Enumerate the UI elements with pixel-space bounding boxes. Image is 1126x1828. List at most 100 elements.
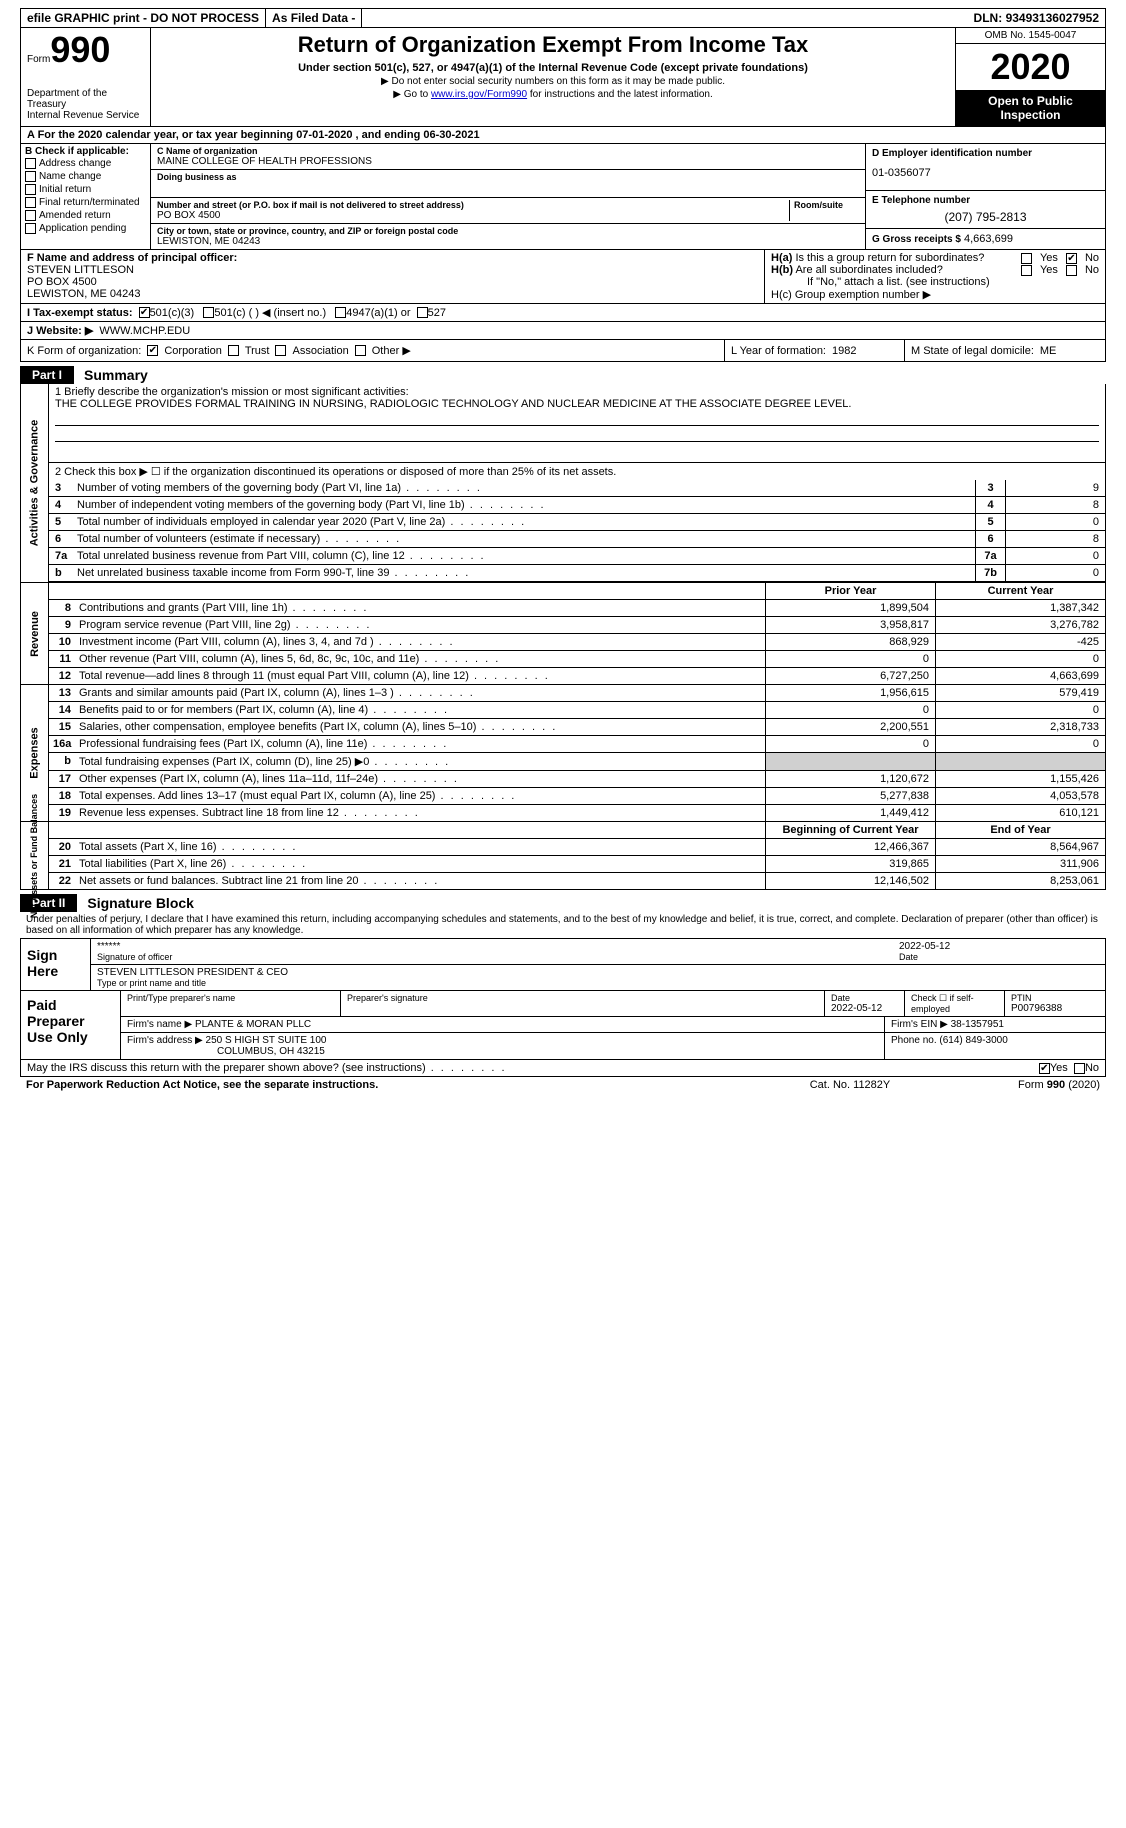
- irs-link[interactable]: www.irs.gov/Form990: [431, 89, 527, 100]
- row-a-period: A For the 2020 calendar year, or tax yea…: [20, 127, 1106, 144]
- street-label: Number and street (or P.O. box if mail i…: [157, 200, 789, 210]
- form-header: Form990 Department of the Treasury Inter…: [20, 28, 1106, 127]
- firm-name: PLANTE & MORAN PLLC: [195, 1019, 311, 1030]
- efile-label: efile GRAPHIC print - DO NOT PROCESS: [21, 9, 266, 27]
- chk-initial-return[interactable]: [25, 184, 36, 195]
- cat-no: Cat. No. 11282Y: [750, 1079, 950, 1091]
- gross-value: 4,663,699: [964, 233, 1013, 245]
- phone-value: (207) 795-2813: [872, 206, 1099, 224]
- dln-value: 93493136027952: [1006, 11, 1099, 25]
- ein-value: 01-0356077: [872, 159, 1099, 179]
- form-org-label: K Form of organization:: [27, 345, 141, 357]
- chk-final-return[interactable]: [25, 197, 36, 208]
- tax-status-label: I Tax-exempt status:: [27, 307, 133, 319]
- public-inspection: Open to Public Inspection: [956, 90, 1105, 126]
- firm-addr2: COLUMBUS, OH 43215: [127, 1046, 325, 1057]
- begin-year-hdr: Beginning of Current Year: [765, 822, 935, 838]
- chk-assoc[interactable]: [275, 345, 286, 356]
- mission-label: 1 Briefly describe the organization's mi…: [55, 386, 1099, 398]
- ha-yes[interactable]: [1021, 253, 1032, 264]
- part1-title: Summary: [74, 367, 148, 383]
- print-name-label: Print/Type preparer's name: [127, 993, 334, 1003]
- city-label: City or town, state or province, country…: [157, 226, 859, 236]
- hb-yes[interactable]: [1021, 265, 1032, 276]
- domicile: ME: [1040, 345, 1057, 357]
- top-bar: efile GRAPHIC print - DO NOT PROCESS As …: [20, 8, 1106, 28]
- website-value: WWW.MCHP.EDU: [99, 325, 190, 337]
- col-b-header: B Check if applicable:: [25, 146, 146, 157]
- form-footer: Form 990 (2020): [950, 1079, 1100, 1091]
- firm-addr-label: Firm's address ▶: [127, 1035, 203, 1046]
- paperwork-notice: For Paperwork Reduction Act Notice, see …: [26, 1079, 750, 1091]
- ha-no[interactable]: [1066, 253, 1077, 264]
- officer-addr2: LEWISTON, ME 04243: [27, 288, 758, 300]
- sig-name-title: STEVEN LITTLESON PRESIDENT & CEO: [97, 967, 1099, 978]
- form-label: Form: [27, 54, 50, 65]
- curr-year-hdr: Current Year: [935, 583, 1105, 599]
- prep-sig-label: Preparer's signature: [347, 993, 818, 1003]
- omb-number: OMB No. 1545-0047: [956, 28, 1105, 44]
- ptin-label: PTIN: [1011, 993, 1099, 1003]
- form-title: Return of Organization Exempt From Incom…: [159, 32, 947, 58]
- firm-addr1: 250 S HIGH ST SUITE 100: [206, 1035, 327, 1046]
- firm-ein: 38-1357951: [951, 1019, 1004, 1030]
- tax-year: 2020: [956, 44, 1105, 90]
- asfiled-label: As Filed Data -: [266, 9, 362, 27]
- perjury-text: Under penalties of perjury, I declare th…: [20, 912, 1106, 938]
- chk-address-change[interactable]: [25, 158, 36, 169]
- officer-name: STEVEN LITTLESON: [27, 264, 758, 276]
- dba-label: Doing business as: [157, 172, 859, 182]
- chk-name-change[interactable]: [25, 171, 36, 182]
- form-note-1: ▶ Do not enter social security numbers o…: [159, 76, 947, 87]
- gross-label: G Gross receipts $: [872, 234, 961, 245]
- website-label: J Website: ▶: [27, 324, 93, 337]
- part2-title: Signature Block: [77, 895, 194, 911]
- form-note-2: ▶ Go to www.irs.gov/Form990 for instruct…: [159, 89, 947, 100]
- sig-date: 2022-05-12: [899, 941, 1099, 952]
- phone-label: E Telephone number: [872, 195, 1099, 206]
- city-value: LEWISTON, ME 04243: [157, 236, 859, 247]
- officer-addr1: PO BOX 4500: [27, 276, 758, 288]
- street-value: PO BOX 4500: [157, 210, 789, 221]
- chk-501c3[interactable]: [139, 307, 150, 318]
- prep-date-label: Date: [831, 993, 898, 1003]
- chk-trust[interactable]: [228, 345, 239, 356]
- firm-ein-label: Firm's EIN ▶: [891, 1019, 948, 1030]
- discuss-no[interactable]: [1074, 1063, 1085, 1074]
- year-formation: 1982: [832, 345, 856, 357]
- domicile-label: M State of legal domicile:: [911, 345, 1034, 357]
- expenses-section-label: Expenses: [29, 727, 41, 778]
- hb-no[interactable]: [1066, 265, 1077, 276]
- form-number: 990: [50, 29, 110, 70]
- sig-stars: ******: [97, 941, 899, 952]
- chk-other[interactable]: [355, 345, 366, 356]
- org-name: MAINE COLLEGE OF HEALTH PROFESSIONS: [157, 156, 859, 167]
- prep-date: 2022-05-12: [831, 1003, 898, 1014]
- ptin-value: P00796388: [1011, 1003, 1099, 1014]
- paid-preparer-label: Paid Preparer Use Only: [21, 991, 121, 1059]
- hb-ifno: If "No," attach a list. (see instruction…: [771, 276, 1099, 288]
- gov-section-label: Activities & Governance: [29, 420, 41, 547]
- chk-pending[interactable]: [25, 223, 36, 234]
- year-formation-label: L Year of formation:: [731, 345, 826, 357]
- line2-discontinued: 2 Check this box ▶ ☐ if the organization…: [49, 463, 1105, 480]
- form-subtitle: Under section 501(c), 527, or 4947(a)(1)…: [159, 62, 947, 74]
- sign-here-label: Sign Here: [21, 939, 91, 990]
- chk-501c[interactable]: [203, 307, 214, 318]
- col-b-checkboxes: B Check if applicable: Address change Na…: [21, 144, 151, 249]
- firm-name-label: Firm's name ▶: [127, 1019, 192, 1030]
- part1-badge: Part I: [20, 366, 74, 384]
- sig-date-label: Date: [899, 952, 1099, 962]
- end-year-hdr: End of Year: [935, 822, 1105, 838]
- chk-4947[interactable]: [335, 307, 346, 318]
- prior-year-hdr: Prior Year: [765, 583, 935, 599]
- dln-label: DLN:: [974, 11, 1003, 25]
- chk-corp[interactable]: [147, 345, 158, 356]
- hc-label: H(c) Group exemption number ▶: [771, 288, 1099, 301]
- chk-527[interactable]: [417, 307, 428, 318]
- discuss-yes[interactable]: [1039, 1063, 1050, 1074]
- officer-label: F Name and address of principal officer:: [27, 252, 758, 264]
- mission-text: THE COLLEGE PROVIDES FORMAL TRAINING IN …: [55, 398, 1099, 410]
- chk-amended[interactable]: [25, 210, 36, 221]
- self-employed-check: Check ☐ if self-employed: [905, 991, 1005, 1016]
